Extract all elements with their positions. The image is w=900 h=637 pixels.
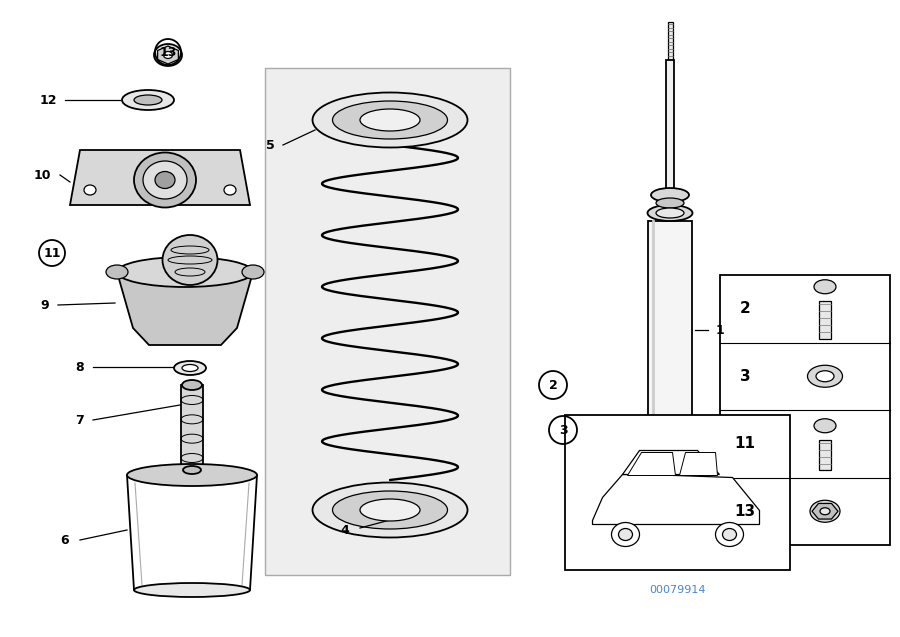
Text: 13: 13 — [159, 45, 176, 59]
Ellipse shape — [645, 459, 695, 495]
Text: 10: 10 — [33, 169, 50, 182]
Bar — [819, 301, 831, 339]
Ellipse shape — [122, 90, 174, 110]
Ellipse shape — [814, 280, 836, 294]
Polygon shape — [70, 150, 250, 205]
Ellipse shape — [164, 52, 173, 59]
Ellipse shape — [655, 466, 685, 488]
Ellipse shape — [663, 472, 677, 482]
Polygon shape — [265, 68, 510, 575]
Text: 9: 9 — [40, 299, 50, 311]
Ellipse shape — [360, 499, 420, 521]
Polygon shape — [680, 452, 717, 475]
Ellipse shape — [332, 491, 447, 529]
Text: 3: 3 — [559, 424, 567, 436]
Polygon shape — [117, 272, 253, 345]
Bar — [181, 385, 203, 470]
Ellipse shape — [332, 101, 447, 139]
Ellipse shape — [143, 161, 187, 199]
Polygon shape — [812, 503, 838, 519]
Text: 00079914: 00079914 — [649, 585, 706, 595]
Ellipse shape — [716, 522, 743, 547]
Ellipse shape — [807, 365, 842, 387]
Ellipse shape — [816, 371, 834, 382]
Text: 11: 11 — [734, 436, 755, 451]
Ellipse shape — [723, 529, 736, 541]
Ellipse shape — [611, 522, 640, 547]
Ellipse shape — [224, 185, 236, 195]
Ellipse shape — [312, 482, 467, 538]
Ellipse shape — [134, 95, 162, 105]
Ellipse shape — [134, 583, 250, 597]
Ellipse shape — [155, 171, 175, 189]
Ellipse shape — [182, 380, 202, 390]
Ellipse shape — [656, 198, 684, 208]
Text: 3: 3 — [740, 369, 751, 383]
Polygon shape — [623, 450, 719, 475]
Polygon shape — [127, 475, 257, 590]
Ellipse shape — [360, 109, 420, 131]
Ellipse shape — [820, 508, 830, 515]
Polygon shape — [592, 475, 760, 524]
Ellipse shape — [84, 185, 96, 195]
Ellipse shape — [618, 529, 633, 541]
Ellipse shape — [814, 419, 836, 433]
Text: 5: 5 — [266, 138, 274, 152]
Bar — [668, 22, 672, 60]
Ellipse shape — [182, 364, 198, 371]
Ellipse shape — [134, 152, 196, 208]
Ellipse shape — [312, 92, 467, 148]
Ellipse shape — [127, 464, 257, 486]
Ellipse shape — [154, 44, 182, 66]
Text: 13: 13 — [734, 504, 756, 519]
Polygon shape — [627, 452, 676, 475]
Bar — [644, 425, 696, 450]
Ellipse shape — [651, 188, 689, 202]
Text: 2: 2 — [740, 301, 751, 316]
Ellipse shape — [163, 235, 218, 285]
Bar — [666, 60, 674, 195]
Bar — [720, 275, 890, 545]
Polygon shape — [158, 46, 178, 64]
Bar — [565, 415, 790, 570]
Text: 7: 7 — [76, 413, 85, 427]
Text: 8: 8 — [76, 361, 85, 373]
Text: 1: 1 — [716, 324, 724, 336]
Ellipse shape — [810, 500, 840, 522]
Ellipse shape — [106, 265, 128, 279]
Text: 11: 11 — [43, 247, 61, 259]
Text: 2: 2 — [549, 378, 557, 392]
Text: 4: 4 — [340, 524, 349, 536]
Ellipse shape — [183, 466, 201, 474]
Text: 12: 12 — [40, 94, 57, 106]
Text: 6: 6 — [60, 534, 69, 547]
Ellipse shape — [117, 257, 253, 287]
Bar — [648, 221, 692, 455]
Ellipse shape — [174, 361, 206, 375]
Ellipse shape — [647, 205, 692, 221]
Ellipse shape — [656, 208, 684, 218]
Ellipse shape — [242, 265, 264, 279]
Bar — [819, 440, 831, 469]
